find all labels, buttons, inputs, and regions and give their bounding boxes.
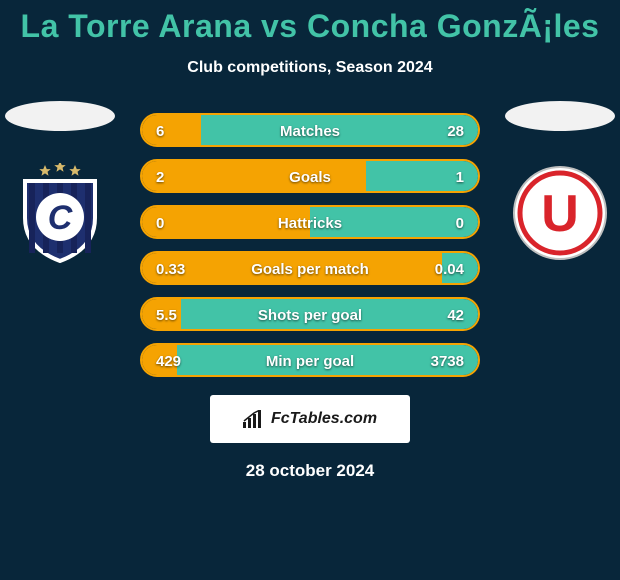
shield-icon: C — [10, 163, 110, 263]
content-area: C U 628Matches 21Goals 00Hattricks 0.330.04… — [0, 113, 620, 481]
date-text: 28 october 2024 — [0, 461, 620, 481]
club-right-badge: U — [510, 163, 610, 263]
stat-row: 628Matches — [140, 113, 480, 147]
club-right-column: U — [500, 101, 620, 263]
stat-label: Min per goal — [142, 345, 478, 377]
stat-row: 5.542Shots per goal — [140, 297, 480, 331]
stat-row: 4293738Min per goal — [140, 343, 480, 377]
stat-label: Shots per goal — [142, 299, 478, 331]
comparison-infographic: La Torre Arana vs Concha GonzÃ¡les Club … — [0, 0, 620, 580]
page-title: La Torre Arana vs Concha GonzÃ¡les — [0, 0, 620, 45]
stat-row: 0.330.04Goals per match — [140, 251, 480, 285]
flag-oval-right — [505, 101, 615, 131]
stats-list: 628Matches 21Goals 00Hattricks 0.330.04Goal… — [140, 113, 480, 377]
stat-label: Hattricks — [142, 207, 478, 239]
club-left-badge: C — [10, 163, 110, 263]
brand-box: FcTables.com — [210, 395, 410, 443]
stat-row: 00Hattricks — [140, 205, 480, 239]
subtitle: Club competitions, Season 2024 — [0, 59, 620, 77]
svg-text:C: C — [48, 199, 73, 237]
flag-oval-left — [5, 101, 115, 131]
stat-label: Matches — [142, 115, 478, 147]
stat-row: 21Goals — [140, 159, 480, 193]
club-left-column: C — [0, 101, 120, 263]
svg-text:U: U — [541, 185, 579, 243]
circle-badge-icon: U — [510, 163, 610, 263]
stat-label: Goals — [142, 161, 478, 193]
brand-label: FcTables.com — [271, 410, 377, 428]
brand-chart-icon — [243, 410, 265, 428]
stat-label: Goals per match — [142, 253, 478, 285]
